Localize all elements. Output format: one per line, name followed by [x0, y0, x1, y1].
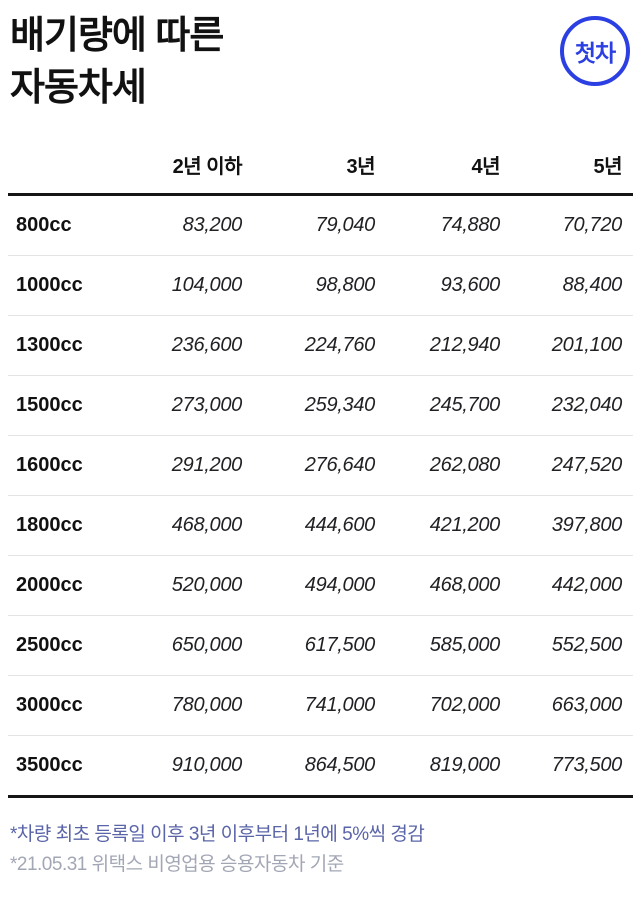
table-row: 2000cc 520,000 494,000 468,000 442,000: [8, 556, 633, 616]
tax-value: 247,520: [551, 454, 623, 477]
tax-value: 98,800: [315, 274, 376, 297]
tax-value: 773,500: [551, 754, 623, 777]
infographic-card: 배기량에 따른 자동차세 첫차 2년 이하 3년 4년 5년 800cc 83,200 7…: [8, 8, 633, 880]
tax-value: 617,500: [304, 634, 376, 657]
row-label-displacement: 1500cc: [16, 394, 83, 417]
tax-value: 212,940: [429, 334, 501, 357]
footnote-source: *21.05.31 위택스 비영업용 승용자동차 기준: [10, 854, 344, 876]
tax-value: 79,040: [315, 214, 376, 237]
row-label-displacement: 2500cc: [16, 634, 83, 657]
tax-value: 83,200: [182, 214, 243, 237]
tax-table: 2년 이하 3년 4년 5년 800cc 83,200 79,040 74,880 70,72…: [8, 150, 633, 798]
tax-value: 88,400: [562, 274, 623, 297]
tax-value: 585,000: [429, 634, 501, 657]
tax-value: 232,040: [551, 394, 623, 417]
page-title: 배기량에 따른 자동차세: [10, 10, 224, 114]
table-row: 3500cc 910,000 864,500 819,000 773,500: [8, 736, 633, 797]
row-label-displacement: 800cc: [16, 214, 72, 237]
row-label-displacement: 1600cc: [16, 454, 83, 477]
tax-value: 397,800: [551, 514, 623, 537]
table-row: 3000cc 780,000 741,000 702,000 663,000: [8, 676, 633, 736]
table-row: 1600cc 291,200 276,640 262,080 247,520: [8, 436, 633, 496]
tax-value: 291,200: [171, 454, 243, 477]
tax-value: 819,000: [429, 754, 501, 777]
tax-value: 245,700: [429, 394, 501, 417]
page-header: 배기량에 따른 자동차세 첫차: [8, 8, 632, 114]
footnotes: *차량 최초 등록일 이후 3년 이후부터 1년에 5%씩 경감 *21.05.…: [8, 820, 632, 880]
table-row: 1000cc 104,000 98,800 93,600 88,400: [8, 256, 633, 316]
tax-value: 104,000: [171, 274, 243, 297]
tax-value: 444,600: [304, 514, 376, 537]
tax-table-body: 800cc 83,200 79,040 74,880 70,720 1000cc 104,0…: [8, 195, 633, 797]
tax-value: 70,720: [562, 214, 623, 237]
header-cell-age: 5년: [593, 156, 622, 179]
table-row: 1500cc 273,000 259,340 245,700 232,040: [8, 376, 633, 436]
page-title-line2: 자동차세: [10, 67, 147, 110]
header-cell-age: 4년: [471, 156, 500, 179]
tax-value: 262,080: [429, 454, 501, 477]
row-label-displacement: 1800cc: [16, 514, 83, 537]
header-cell-empty: [8, 150, 128, 195]
tax-value: 494,000: [304, 574, 376, 597]
header-cell-age: 3년: [346, 156, 375, 179]
tax-value: 468,000: [171, 514, 243, 537]
row-label-displacement: 3500cc: [16, 754, 83, 777]
tax-value: 273,000: [171, 394, 243, 417]
header-row: 2년 이하 3년 4년 5년: [8, 150, 633, 195]
tax-value: 780,000: [171, 694, 243, 717]
tax-table-head: 2년 이하 3년 4년 5년: [8, 150, 633, 195]
table-row: 800cc 83,200 79,040 74,880 70,720: [8, 195, 633, 256]
tax-value: 650,000: [171, 634, 243, 657]
tax-value: 663,000: [551, 694, 623, 717]
brand-badge: 첫차: [560, 16, 630, 86]
table-row: 2500cc 650,000 617,500 585,000 552,500: [8, 616, 633, 676]
page-title-line1: 배기량에 따른: [10, 15, 224, 57]
tax-value: 442,000: [551, 574, 623, 597]
tax-value: 864,500: [304, 754, 376, 777]
tax-value: 201,100: [551, 334, 623, 357]
tax-value: 910,000: [171, 754, 243, 777]
tax-value: 552,500: [551, 634, 623, 657]
tax-value: 421,200: [429, 514, 501, 537]
row-label-displacement: 1300cc: [16, 334, 83, 357]
row-label-displacement: 1000cc: [16, 274, 83, 297]
tax-value: 702,000: [429, 694, 501, 717]
tax-value: 741,000: [304, 694, 376, 717]
tax-value: 236,600: [171, 334, 243, 357]
tax-value: 74,880: [440, 214, 501, 237]
row-label-displacement: 2000cc: [16, 574, 83, 597]
brand-badge-label: 첫차: [574, 40, 616, 66]
tax-value: 276,640: [304, 454, 376, 477]
tax-value: 224,760: [304, 334, 376, 357]
header-cell-age: 2년 이하: [172, 156, 243, 179]
tax-value: 93,600: [440, 274, 501, 297]
row-label-displacement: 3000cc: [16, 694, 83, 717]
tax-value: 468,000: [429, 574, 501, 597]
tax-value: 259,340: [304, 394, 376, 417]
table-row: 1300cc 236,600 224,760 212,940 201,100: [8, 316, 633, 376]
table-row: 1800cc 468,000 444,600 421,200 397,800: [8, 496, 633, 556]
tax-value: 520,000: [171, 574, 243, 597]
footnote-reduction-rule: *차량 최초 등록일 이후 3년 이후부터 1년에 5%씩 경감: [10, 824, 425, 846]
